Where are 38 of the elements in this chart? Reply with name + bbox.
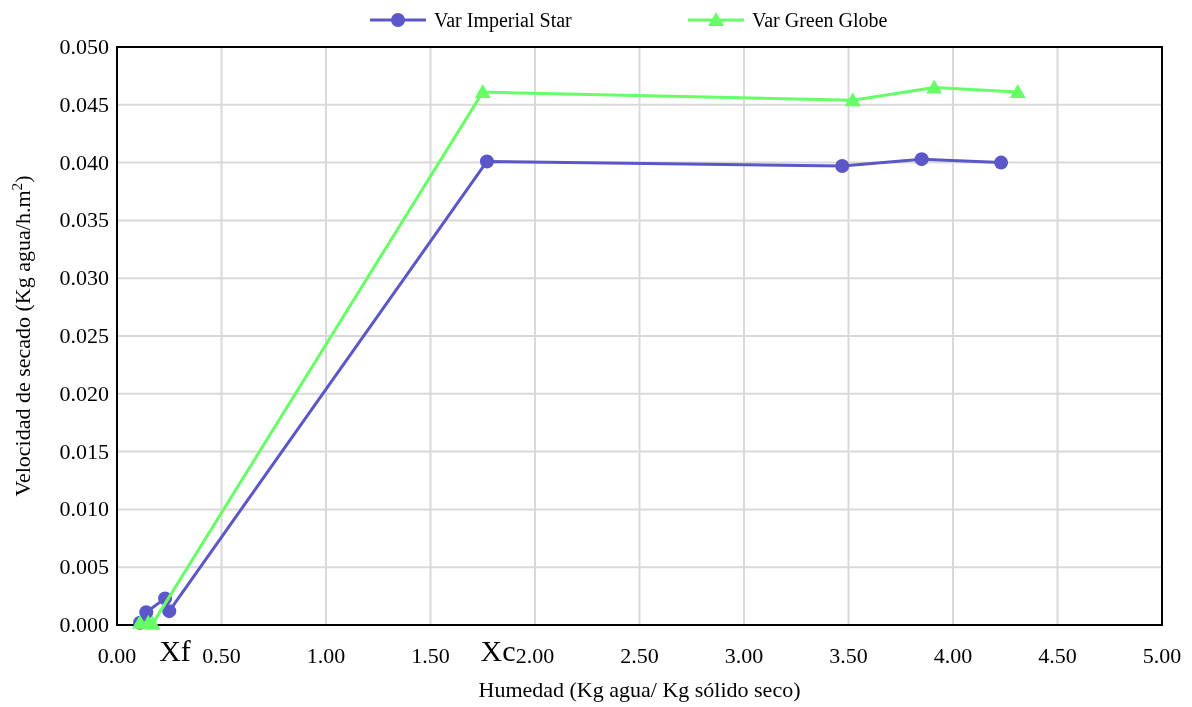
x-tick-label: 5.00 — [1142, 643, 1182, 668]
x-tick-label: 0.50 — [202, 643, 241, 668]
point — [844, 92, 861, 107]
point — [926, 79, 943, 94]
point — [479, 154, 494, 169]
point — [474, 84, 491, 99]
y-tick-label: 0.010 — [59, 496, 109, 522]
point — [144, 615, 161, 630]
y-tick-label: 0.020 — [59, 380, 109, 406]
y-tick-label: 0.030 — [59, 265, 109, 291]
point — [914, 152, 929, 167]
legend-label: Var Green Globe — [752, 9, 888, 31]
point — [1009, 84, 1026, 99]
y-tick-label: 0.025 — [59, 323, 109, 348]
text: Xf — [159, 634, 191, 667]
x-tick-label: 1.50 — [411, 643, 450, 668]
x-tick-label: 3.00 — [724, 643, 764, 668]
x-tick-label: 4.50 — [1038, 643, 1077, 668]
x-tick-label: 3.50 — [829, 643, 868, 668]
x-tick-label: 2.50 — [620, 643, 659, 668]
x-tick-label: 4.00 — [933, 643, 973, 668]
text: Xc — [480, 634, 516, 667]
legend-label: Var Imperial Star — [434, 9, 573, 32]
point — [139, 605, 154, 620]
y-tick-label: 0.035 — [59, 207, 109, 233]
y-tick-label: 0.045 — [59, 91, 109, 117]
point — [835, 159, 850, 174]
y-tick-label: 0.015 — [59, 438, 109, 464]
x-tick-label: 1.00 — [306, 643, 346, 668]
point — [162, 604, 177, 619]
point — [994, 155, 1009, 170]
x-axis-title: Humedad (Kg agua/ Kg sólido seco) — [478, 677, 801, 702]
y-tick-label: 0.050 — [59, 34, 109, 59]
y-tick-label: 0.005 — [59, 554, 109, 580]
y-tick-label: 0.000 — [59, 612, 109, 637]
x-tick-label: 2.00 — [515, 643, 555, 668]
x-tick-label: 0.00 — [97, 643, 137, 668]
y-tick-label: 0.040 — [59, 149, 109, 175]
